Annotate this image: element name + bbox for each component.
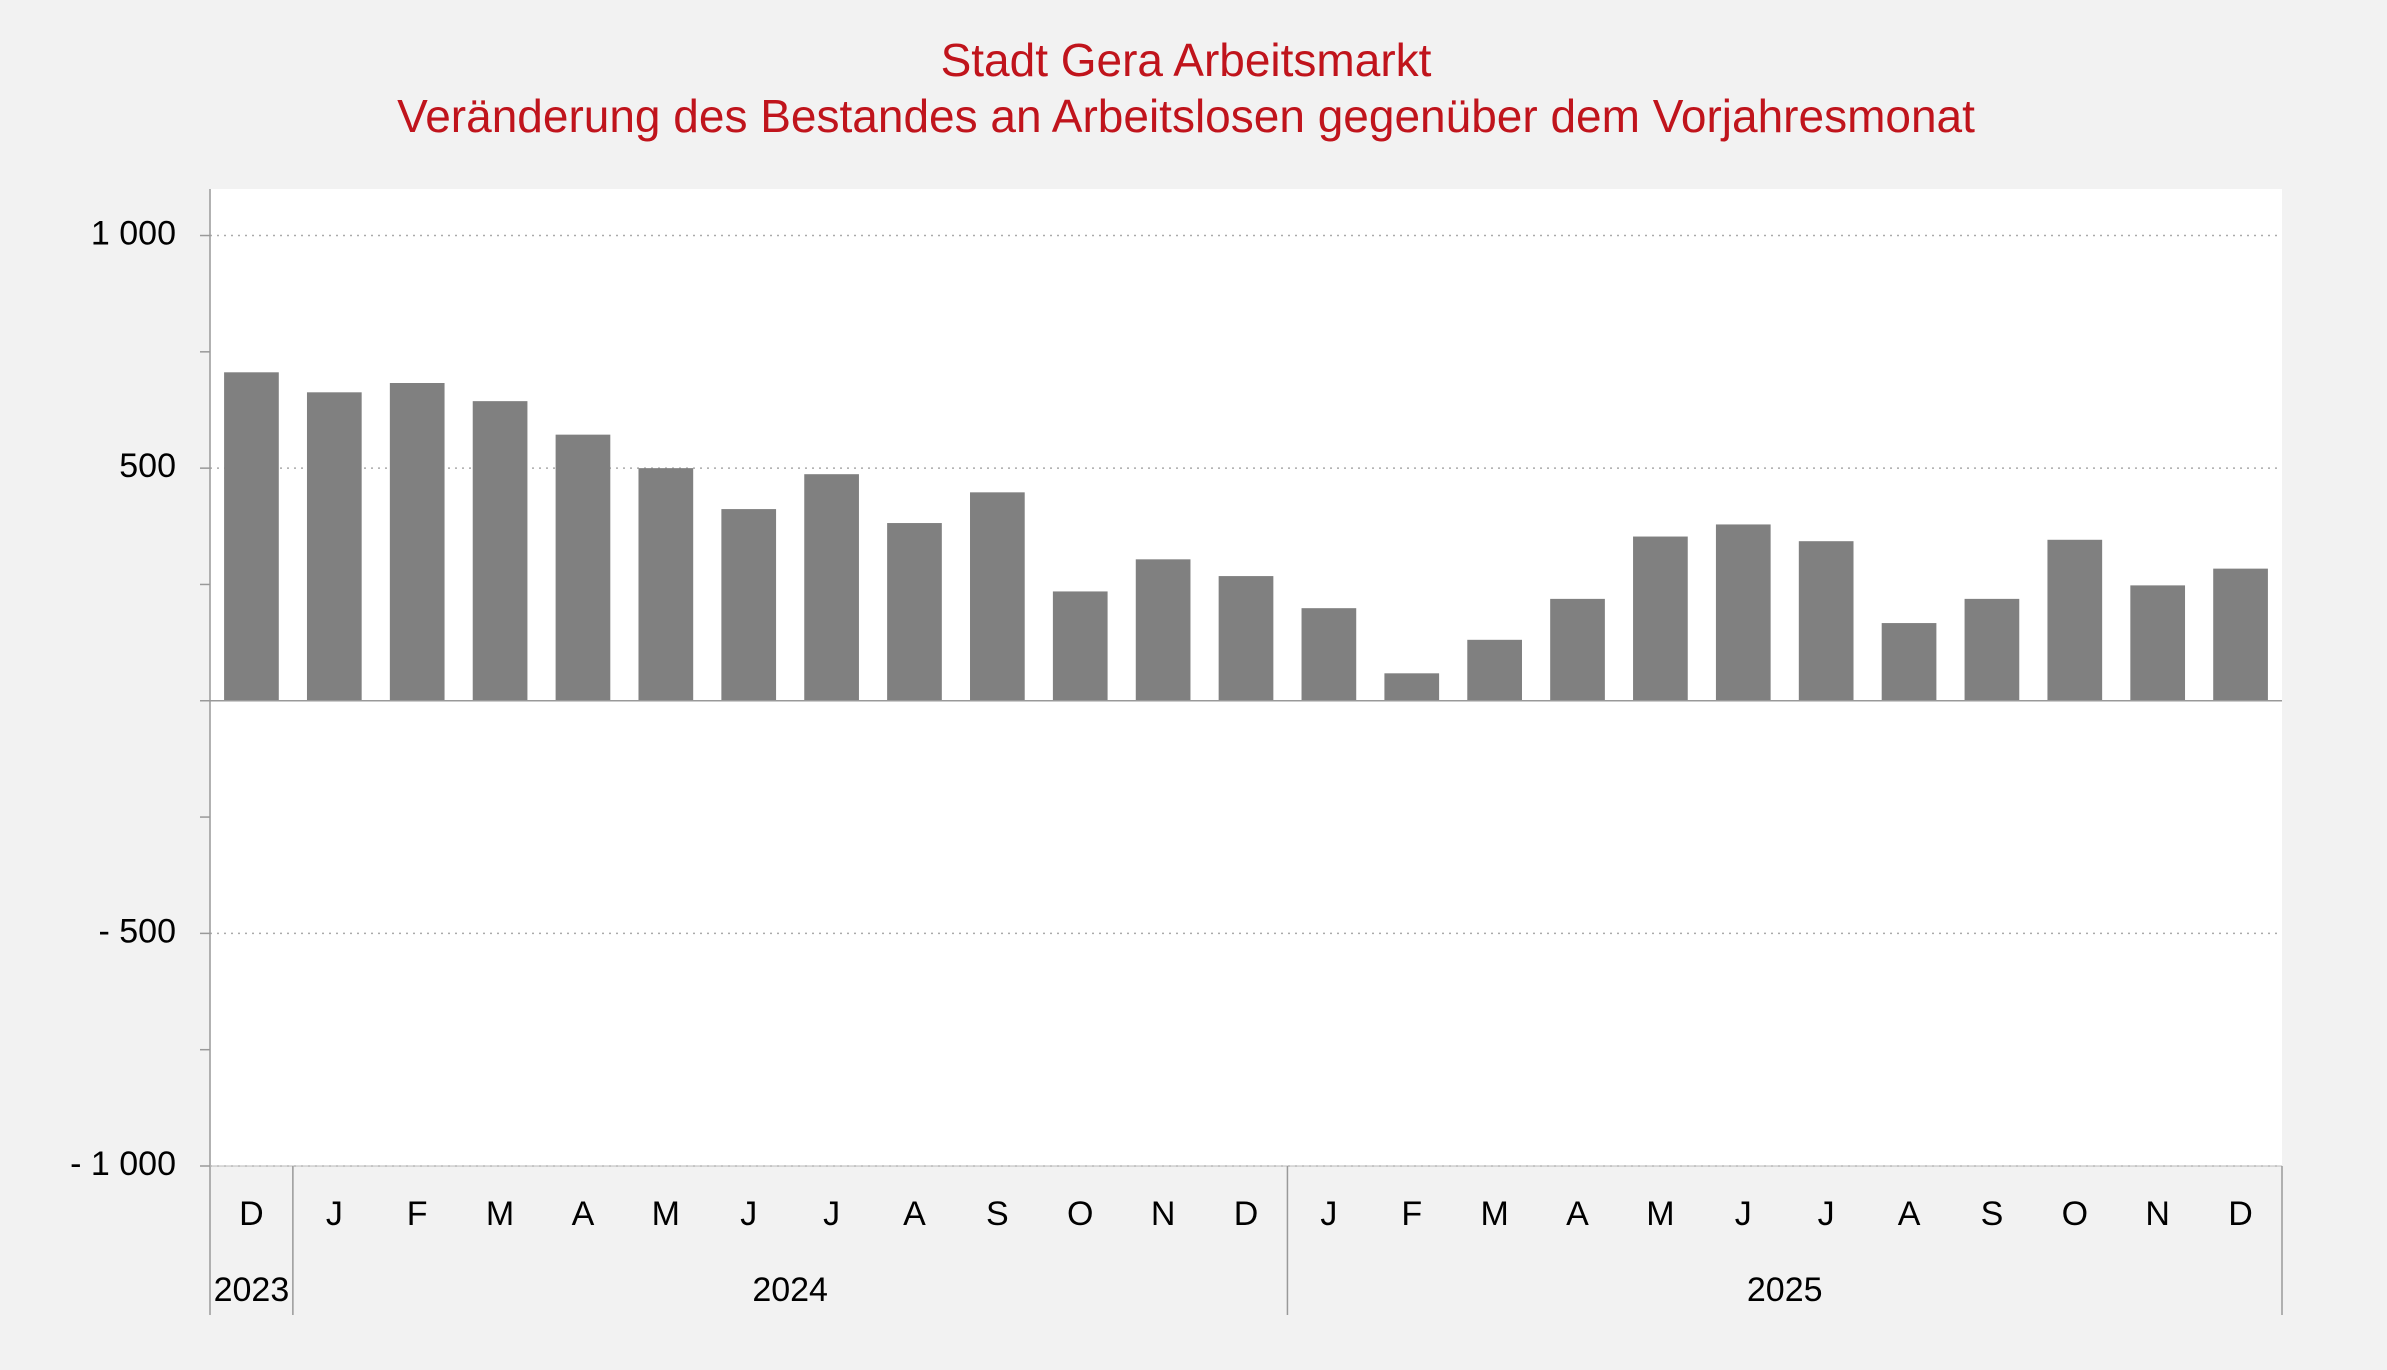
bar — [1633, 536, 1688, 701]
x-tick-label: N — [1151, 1195, 1176, 1233]
x-tick-label: M — [652, 1195, 680, 1233]
bar — [224, 372, 279, 701]
bar — [970, 492, 1025, 701]
bar — [887, 523, 942, 701]
x-tick-label: M — [486, 1195, 514, 1233]
x-tick-label: J — [1320, 1195, 1337, 1233]
x-tick-label: A — [1898, 1195, 1921, 1233]
bar — [1384, 673, 1440, 701]
x-tick-label: O — [1067, 1195, 1093, 1233]
x-tick-label: M — [1646, 1195, 1674, 1233]
bar — [1964, 598, 2020, 701]
chart-title: Stadt Gera Arbeitsmarkt — [941, 34, 1432, 86]
x-tick-label: M — [1480, 1195, 1508, 1233]
x-tick-label: A — [572, 1195, 595, 1233]
y-tick-label: - 500 — [99, 912, 177, 950]
x-tick-label: J — [326, 1195, 343, 1233]
x-tick-label: J — [740, 1195, 757, 1233]
bar — [721, 509, 777, 701]
y-tick-label: 500 — [119, 447, 176, 485]
year-label: 2024 — [752, 1271, 828, 1309]
bar — [1135, 559, 1191, 701]
x-tick-label: D — [239, 1195, 264, 1233]
bar — [1550, 598, 1605, 701]
x-tick-label: F — [1401, 1195, 1422, 1233]
bar — [472, 401, 528, 701]
bar — [1301, 608, 1357, 701]
chart-subtitle: Veränderung des Bestandes an Arbeitslose… — [397, 90, 1975, 142]
x-tick-label: F — [407, 1195, 428, 1233]
year-label: 2025 — [1747, 1271, 1823, 1309]
x-tick-label: J — [1735, 1195, 1752, 1233]
x-tick-label: S — [1981, 1195, 2004, 1233]
bar — [2047, 539, 2103, 701]
bar — [1467, 639, 1522, 701]
bar — [804, 474, 859, 701]
x-tick-label: J — [823, 1195, 840, 1233]
bar — [1798, 541, 1854, 701]
y-tick-label: - 1 000 — [70, 1145, 176, 1183]
y-tick-label: 1 000 — [91, 215, 176, 253]
x-tick-label: D — [2228, 1195, 2253, 1233]
x-tick-label: O — [2062, 1195, 2088, 1233]
x-tick-label: D — [1234, 1195, 1259, 1233]
bar — [1218, 576, 1274, 701]
x-tick-label: J — [1818, 1195, 1835, 1233]
bar — [1715, 524, 1771, 701]
x-tick-label: N — [2145, 1195, 2170, 1233]
x-tick-label: A — [903, 1195, 926, 1233]
x-tick-label: S — [986, 1195, 1009, 1233]
bar — [555, 434, 611, 701]
bar — [638, 468, 694, 701]
bar — [1881, 623, 1937, 701]
bar — [2130, 585, 2186, 701]
bar — [1052, 591, 1108, 701]
bar — [389, 383, 445, 701]
bar — [2213, 568, 2268, 701]
bar — [306, 392, 362, 701]
year-label: 2023 — [214, 1271, 290, 1309]
x-tick-label: A — [1566, 1195, 1589, 1233]
